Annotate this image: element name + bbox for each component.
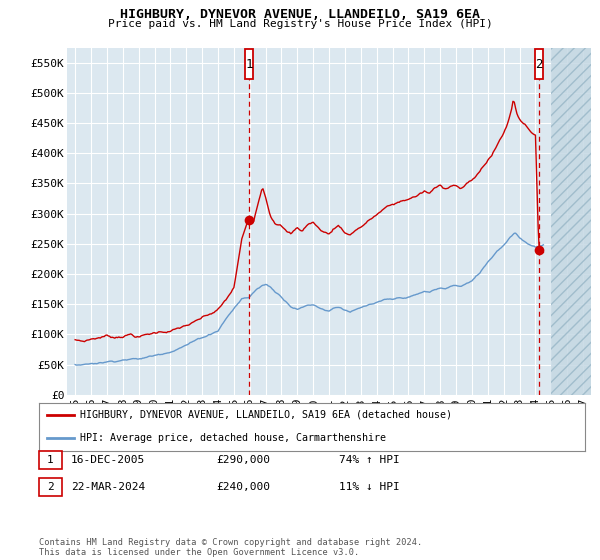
Text: 16-DEC-2005: 16-DEC-2005 [71, 455, 145, 465]
Bar [535, 49, 544, 79]
Text: 74% ↑ HPI: 74% ↑ HPI [339, 455, 400, 465]
Text: 1: 1 [245, 58, 253, 71]
Bar [551, 48, 591, 395]
Text: 22-MAR-2024: 22-MAR-2024 [71, 482, 145, 492]
Text: HIGHBURY, DYNEVOR AVENUE, LLANDEILO, SA19 6EA (detached house): HIGHBURY, DYNEVOR AVENUE, LLANDEILO, SA1… [80, 409, 452, 419]
Text: HIGHBURY, DYNEVOR AVENUE, LLANDEILO, SA19 6EA: HIGHBURY, DYNEVOR AVENUE, LLANDEILO, SA1… [120, 8, 480, 21]
Text: HPI: Average price, detached house, Carmarthenshire: HPI: Average price, detached house, Carm… [80, 433, 386, 444]
Text: 2: 2 [47, 482, 54, 492]
Text: £290,000: £290,000 [216, 455, 270, 465]
Text: 2: 2 [535, 58, 542, 71]
Text: £240,000: £240,000 [216, 482, 270, 492]
Text: 1: 1 [47, 455, 54, 465]
Text: 11% ↓ HPI: 11% ↓ HPI [339, 482, 400, 492]
Bar [245, 49, 253, 79]
Text: Contains HM Land Registry data © Crown copyright and database right 2024.
This d: Contains HM Land Registry data © Crown c… [39, 538, 422, 557]
Text: Price paid vs. HM Land Registry's House Price Index (HPI): Price paid vs. HM Land Registry's House … [107, 19, 493, 29]
